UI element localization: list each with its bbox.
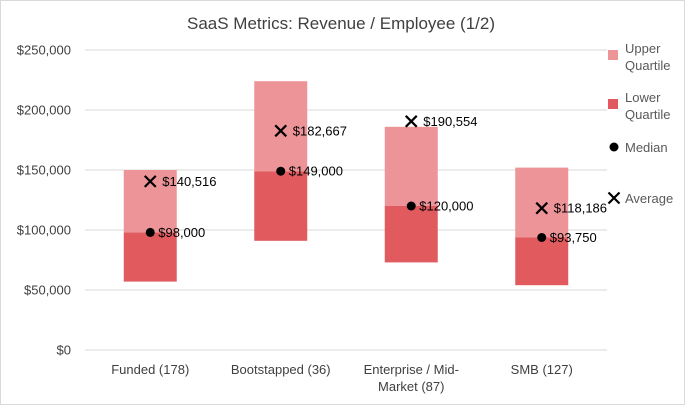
bar-lower-quartile — [123, 232, 177, 282]
x-category-label: Enterprise / Mid-Market (87) — [364, 362, 459, 394]
average-marker — [274, 124, 288, 138]
median-marker — [537, 233, 547, 242]
legend-swatch — [607, 191, 621, 205]
legend-swatch — [608, 99, 618, 109]
average-marker — [143, 175, 157, 188]
y-tick-label: $0 — [57, 343, 71, 358]
x-category-label: SMB (127) — [511, 362, 573, 377]
median-label: $149,000 — [289, 164, 343, 179]
bar-lower-quartile — [515, 237, 569, 286]
median-label: $120,000 — [419, 199, 473, 214]
median-label: $98,000 — [158, 225, 205, 240]
legend-label: Average — [625, 191, 673, 206]
bar-upper-quartile — [384, 126, 438, 206]
chart-title: SaaS Metrics: Revenue / Employee (1/2) — [187, 14, 495, 33]
median-label: $93,750 — [550, 230, 597, 245]
legend-label: Lower Quartile — [625, 90, 671, 122]
legend-label: Median — [625, 140, 668, 155]
x-axis-category-labels: Funded (178) Bootstapped (36) Enterprise /… — [111, 362, 573, 394]
legend-label: Upper Quartile — [625, 41, 671, 73]
legend-swatch — [608, 50, 618, 60]
median-marker — [145, 227, 155, 237]
markers — [143, 115, 549, 242]
median-marker — [276, 166, 286, 176]
bar-lower-quartile — [384, 206, 438, 263]
average-marker — [404, 115, 418, 128]
average-label: $182,667 — [293, 123, 347, 138]
data-labels: $98,000 $149,000 $120,000 $93,750 $140,516 $1… — [158, 114, 607, 245]
y-tick-label: $150,000 — [17, 163, 71, 178]
bar-lower-quartile — [254, 171, 308, 241]
y-tick-label: $200,000 — [17, 103, 71, 118]
legend-swatch — [609, 142, 619, 152]
median-marker — [406, 201, 416, 211]
y-tick-label: $50,000 — [24, 283, 71, 298]
average-label: $190,554 — [423, 114, 477, 129]
bar-upper-quartile — [515, 167, 569, 238]
average-label: $140,516 — [162, 174, 216, 189]
x-category-label: Funded (178) — [111, 362, 189, 377]
x-category-label: Bootstapped (36) — [231, 362, 331, 377]
average-label: $118,186 — [554, 201, 607, 216]
bar-upper-quartile — [254, 81, 308, 172]
y-axis-tick-labels: $0 $50,000 $100,000 $150,000 $200,000 $250,00… — [17, 43, 71, 358]
legend: Upper Quartile Lower Quartile Median Average — [607, 41, 673, 206]
bars — [123, 81, 569, 286]
average-marker — [535, 201, 549, 215]
y-tick-label: $250,000 — [17, 43, 71, 58]
y-tick-label: $100,000 — [17, 223, 71, 238]
